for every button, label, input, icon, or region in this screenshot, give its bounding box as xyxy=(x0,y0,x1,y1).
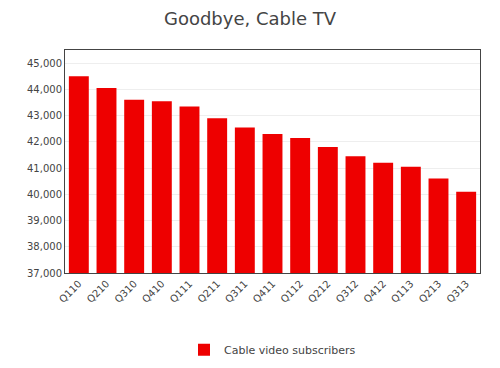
svg-text:Q212: Q212 xyxy=(306,278,333,305)
svg-text:42,000: 42,000 xyxy=(27,136,62,147)
svg-text:37,000: 37,000 xyxy=(27,268,62,279)
svg-text:40,000: 40,000 xyxy=(27,189,62,200)
svg-text:38,000: 38,000 xyxy=(27,241,62,252)
svg-text:43,000: 43,000 xyxy=(27,110,62,121)
svg-text:Cable video subscribers: Cable video subscribers xyxy=(224,344,356,357)
svg-text:Q112: Q112 xyxy=(278,278,305,305)
svg-text:Q113: Q113 xyxy=(389,278,416,305)
svg-text:Q210: Q210 xyxy=(85,278,112,305)
svg-text:Q211: Q211 xyxy=(195,278,222,305)
svg-text:Q110: Q110 xyxy=(57,278,84,305)
svg-text:Goodbye, Cable TV: Goodbye, Cable TV xyxy=(164,8,337,29)
svg-text:Q111: Q111 xyxy=(168,278,195,305)
svg-text:Q313: Q313 xyxy=(444,278,471,305)
svg-text:Q410: Q410 xyxy=(140,278,167,305)
svg-text:Q411: Q411 xyxy=(251,278,278,305)
svg-text:Q412: Q412 xyxy=(361,278,388,305)
svg-text:45,000: 45,000 xyxy=(27,58,62,69)
svg-text:Q311: Q311 xyxy=(223,278,250,305)
svg-text:39,000: 39,000 xyxy=(27,215,62,226)
svg-text:Q310: Q310 xyxy=(112,278,139,305)
svg-text:44,000: 44,000 xyxy=(27,84,62,95)
svg-text:Q312: Q312 xyxy=(334,278,361,305)
svg-text:Q213: Q213 xyxy=(417,278,444,305)
svg-text:41,000: 41,000 xyxy=(27,163,62,174)
